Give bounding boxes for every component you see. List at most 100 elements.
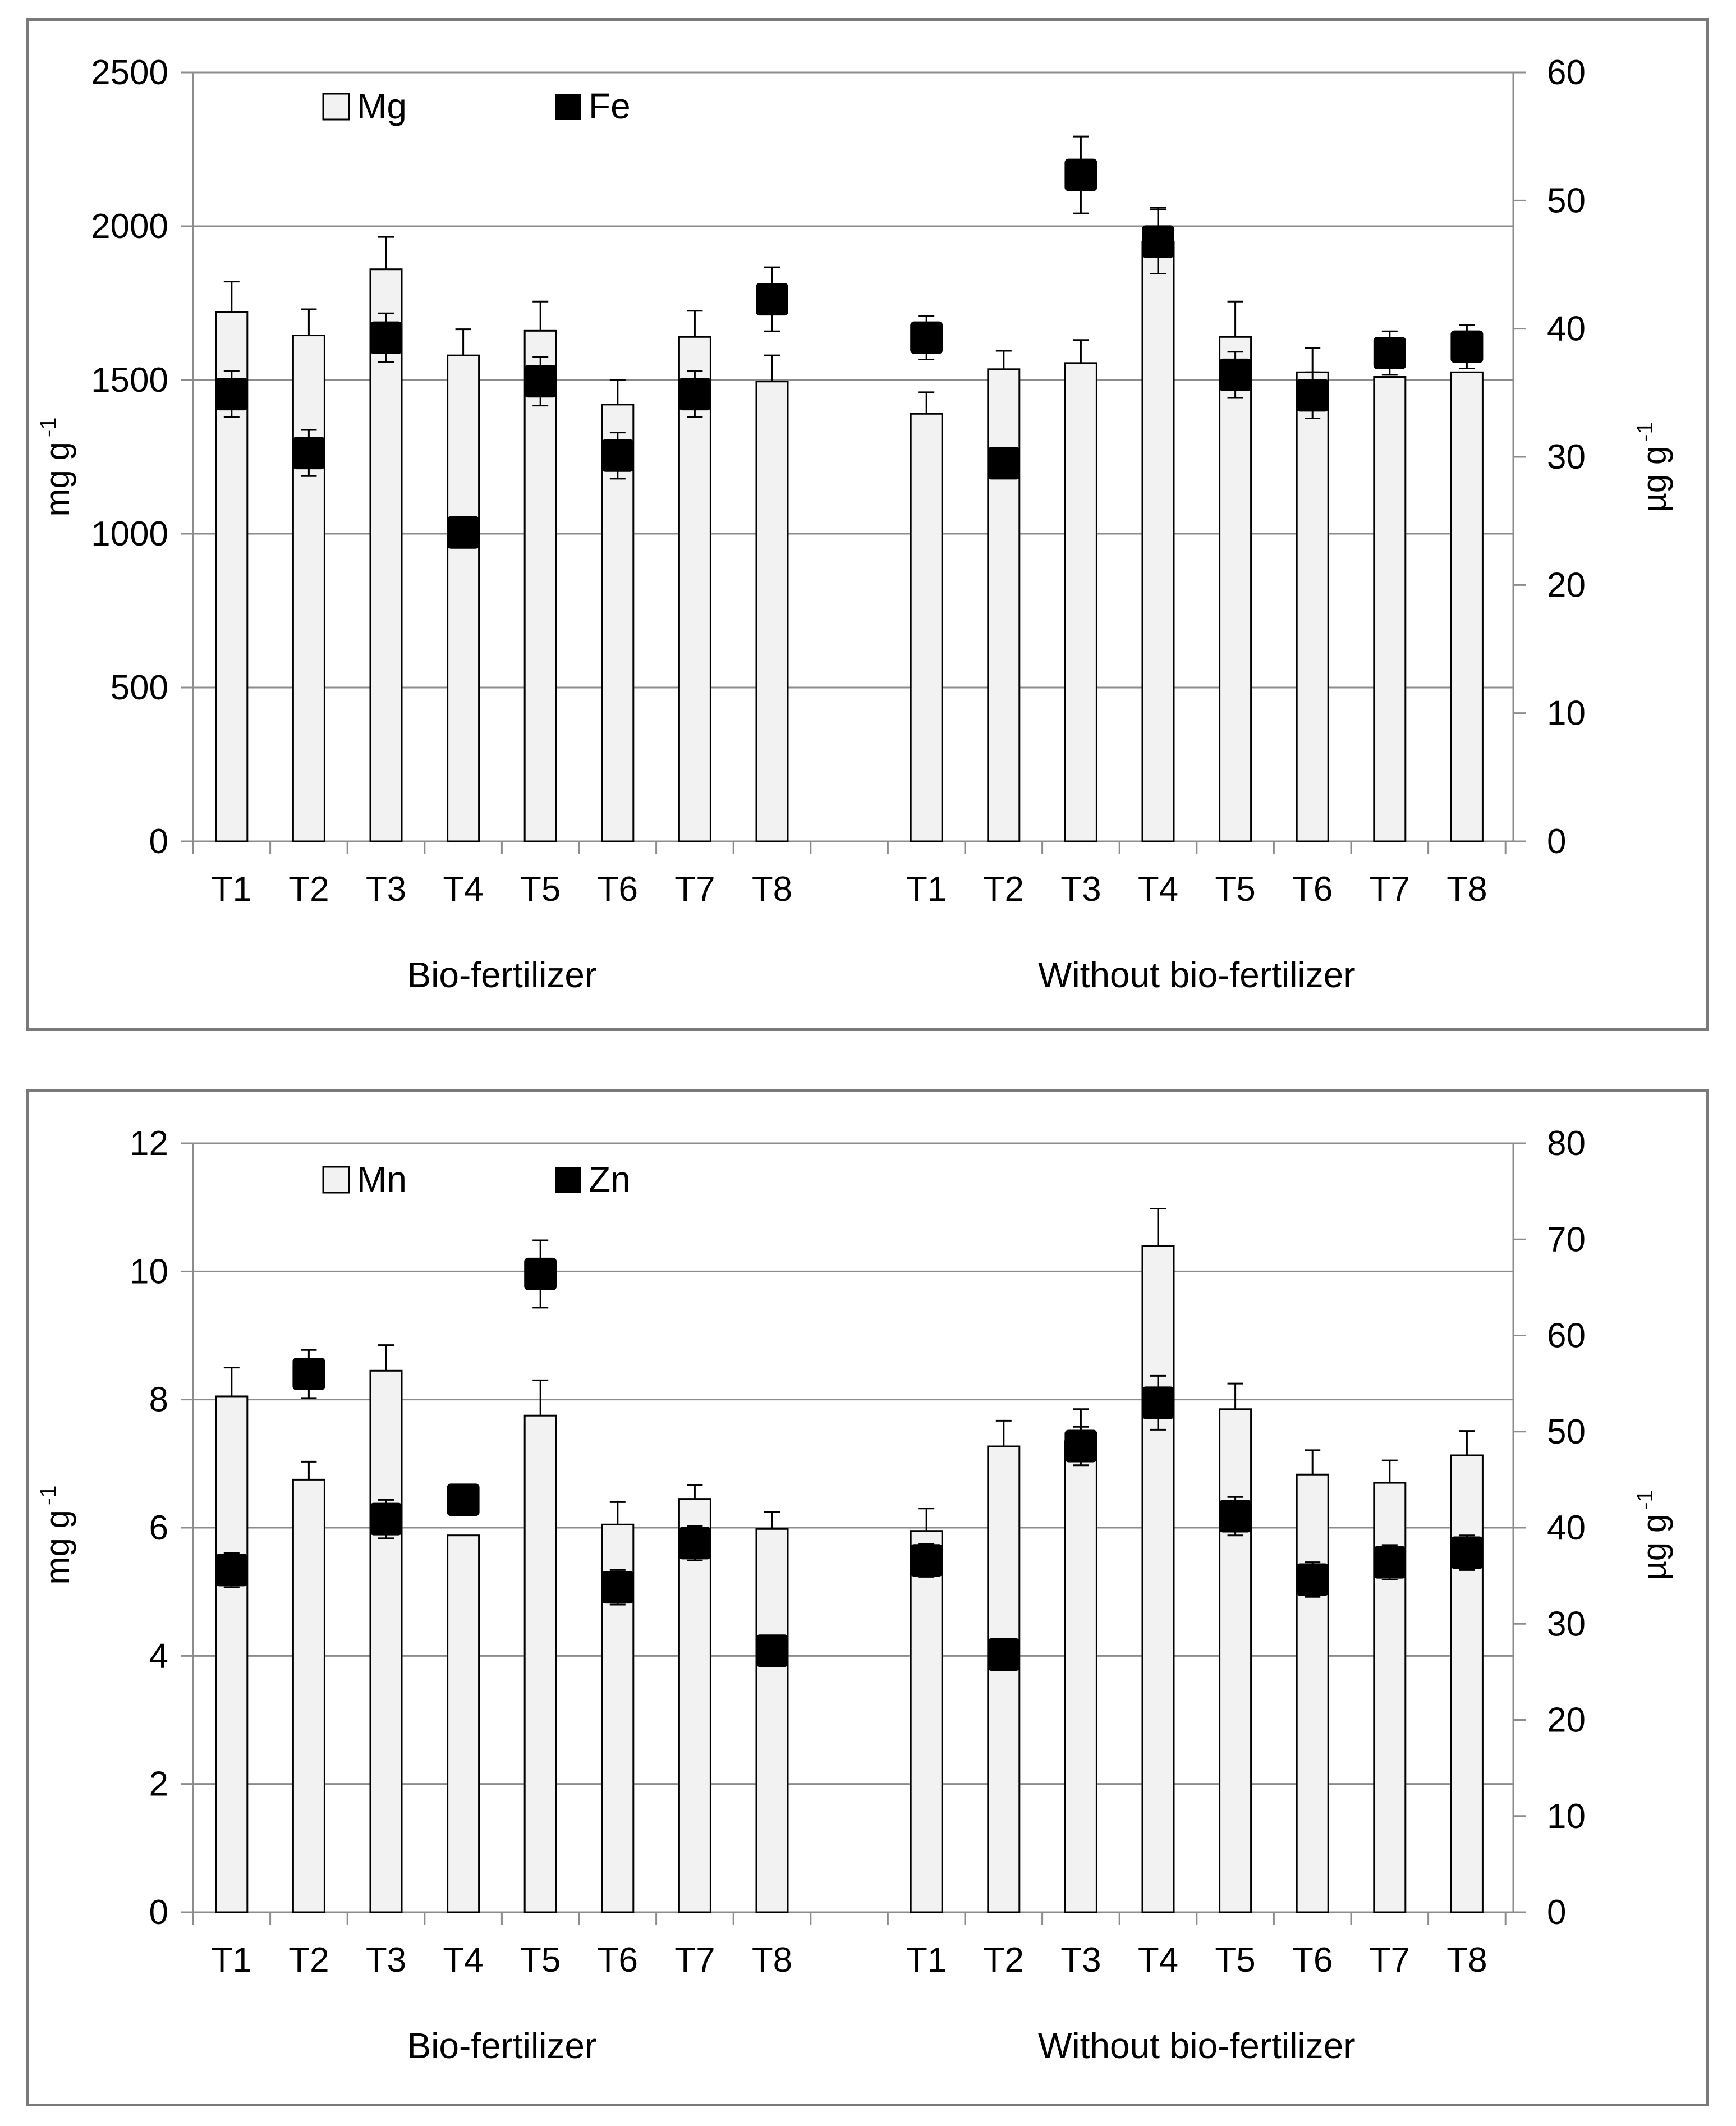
bar-mn — [910, 1530, 943, 1913]
right-axis-title: µg g -1 — [1633, 1490, 1673, 1580]
right-axis-title-text: µg g — [1636, 1514, 1673, 1580]
chart-panel-top: 0 500 1000 1500 2000 2500 0 10 20 30 40 50 60 T1 T2 T3 T… — [26, 18, 1709, 1031]
right-axis-tick-label: 10 — [1547, 694, 1586, 733]
marker-fe — [756, 283, 788, 316]
x-tick-label: T6 — [598, 1941, 638, 1980]
marker-fe — [524, 365, 557, 398]
right-axis-title: µg g -1 — [1633, 421, 1673, 512]
marker-zn — [678, 1527, 711, 1560]
legend-bar-swatch — [322, 93, 350, 121]
x-tick-label: T8 — [752, 1941, 792, 1980]
marker-fe — [1296, 379, 1329, 412]
right-axis-tick-label: 0 — [1547, 822, 1566, 861]
x-tick-label: T5 — [520, 1941, 561, 1980]
bar-mn — [447, 1534, 480, 1913]
right-axis-tick-label: 20 — [1547, 566, 1586, 604]
left-axis-tick-label: 4 — [149, 1637, 168, 1675]
bar-mg — [369, 268, 403, 842]
left-axis-tick-label: 500 — [111, 668, 168, 707]
left-axis-tick-label: 0 — [149, 822, 168, 861]
right-axis-tick-label: 20 — [1547, 1701, 1586, 1740]
right-axis-title-superscript: -1 — [1633, 1490, 1657, 1510]
chart-top-svg: 0 500 1000 1500 2000 2500 0 10 20 30 40 50 60 T1 T2 T3 T… — [36, 53, 1673, 995]
marker-zn — [910, 1544, 943, 1577]
bar-mn — [755, 1528, 789, 1913]
left-axis-title: mg g -1 — [36, 1486, 76, 1585]
bar-mg — [910, 413, 943, 842]
right-axis-tick-label: 40 — [1547, 1509, 1586, 1547]
marker-fe — [447, 516, 480, 549]
marker-zn — [1450, 1536, 1484, 1569]
marker-zn — [987, 1638, 1020, 1671]
bar-mg — [447, 354, 480, 842]
left-axis-tick-label: 8 — [149, 1381, 168, 1419]
legend-bar-label: Mg — [357, 86, 407, 126]
x-tick-label: T6 — [1292, 870, 1333, 909]
legend-marker-swatch — [555, 94, 581, 120]
right-axis-tick-label: 30 — [1547, 1605, 1586, 1643]
bar-mn — [292, 1478, 325, 1913]
marker-fe — [370, 321, 402, 354]
marker-fe — [215, 378, 248, 411]
chart-panel-bottom: 0 2 4 6 8 10 12 0 10 20 30 40 50 60 70 80 T1 T2 T3 T4 T5 T6 T7… — [26, 1089, 1709, 2106]
x-tick-label: T1 — [906, 1941, 947, 1980]
right-axis-tick-label: 0 — [1547, 1893, 1566, 1932]
right-axis-tick-label: 70 — [1547, 1220, 1586, 1259]
x-tick-label: T4 — [443, 1941, 483, 1980]
left-axis-tick-label: 6 — [149, 1509, 168, 1547]
right-axis-tick-label: 30 — [1547, 438, 1586, 476]
x-tick-label: T1 — [212, 870, 252, 909]
x-tick-label: T2 — [288, 870, 329, 909]
group-label: Without bio-fertilizer — [1038, 955, 1356, 995]
group-label: Without bio-fertilizer — [1038, 2026, 1356, 2066]
x-tick-label: T3 — [1060, 1941, 1101, 1980]
marker-fe — [1142, 225, 1174, 258]
x-tick-label: T3 — [366, 870, 406, 909]
bar-mn — [1064, 1440, 1097, 1913]
x-tick-label: T2 — [984, 870, 1024, 909]
x-tick-label: T5 — [1215, 870, 1255, 909]
bar-mg — [1373, 376, 1407, 842]
marker-zn — [447, 1483, 480, 1516]
left-axis-title-text: mg g — [39, 1510, 76, 1584]
bar-mg — [1141, 240, 1175, 842]
legend-marker-label: Zn — [589, 1159, 631, 1199]
marker-fe — [678, 378, 711, 411]
left-axis-tick-label: 2 — [149, 1765, 168, 1804]
left-axis-tick-label: 12 — [130, 1124, 168, 1163]
bar-mg — [523, 329, 557, 842]
marker-fe — [910, 321, 943, 354]
left-axis-tick-label: 1500 — [91, 361, 168, 400]
right-axis-tick-label: 60 — [1547, 1317, 1586, 1355]
bar-mg — [1450, 371, 1484, 842]
marker-fe — [601, 439, 634, 472]
x-tick-label: T7 — [674, 870, 715, 909]
marker-fe — [1219, 358, 1252, 391]
x-tick-label: T2 — [984, 1941, 1024, 1980]
marker-zn — [292, 1358, 325, 1390]
right-axis-tick-label: 40 — [1547, 310, 1586, 349]
x-tick-label: T8 — [752, 870, 792, 909]
x-tick-label: T8 — [1446, 1941, 1487, 1980]
left-axis-tick-label: 2000 — [91, 207, 168, 246]
x-tick-label: T7 — [674, 1941, 715, 1980]
bar-mg — [1219, 336, 1252, 842]
x-tick-label: T1 — [212, 1941, 252, 1980]
x-tick-label: T3 — [1060, 870, 1101, 909]
bar-mn — [1219, 1408, 1252, 1913]
bar-mn — [369, 1369, 403, 1913]
bar-mn — [1296, 1473, 1329, 1913]
right-axis-tick-label: 60 — [1547, 53, 1586, 92]
right-axis-tick-label: 50 — [1547, 181, 1586, 220]
group-label: Bio-fertilizer — [407, 955, 596, 995]
left-axis-tick-label: 0 — [149, 1893, 168, 1932]
x-tick-label: T4 — [1138, 870, 1178, 909]
group-label: Bio-fertilizer — [407, 2026, 596, 2066]
marker-zn — [1296, 1563, 1329, 1596]
right-axis-title-superscript: -1 — [1633, 421, 1657, 442]
right-axis-tick-label: 10 — [1547, 1797, 1586, 1836]
bar-mn — [987, 1445, 1021, 1913]
marker-fe — [1064, 158, 1097, 191]
x-tick-label: T7 — [1370, 870, 1410, 909]
left-axis-tick-label: 2500 — [91, 53, 168, 92]
